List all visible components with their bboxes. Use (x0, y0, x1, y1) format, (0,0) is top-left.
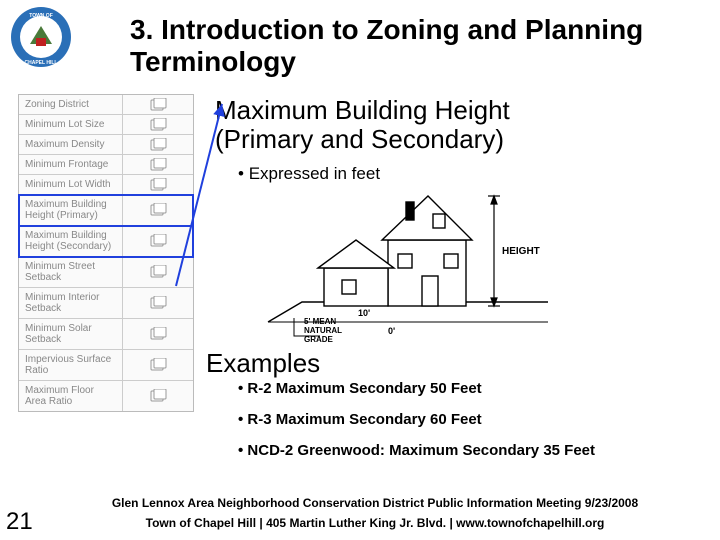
building-height-diagram: HEIGHT 10' 5' MEAN NATURAL GRADE 0' (258, 184, 558, 344)
footer-line1: Glen Lennox Area Neighborhood Conservati… (40, 496, 710, 510)
subtitle-line2: (Primary and Secondary) (215, 124, 504, 154)
page-icon (123, 319, 193, 349)
table-row: Minimum Street Setback (19, 257, 193, 288)
row-label: Minimum Frontage (19, 155, 123, 174)
example-item: NCD-2 Greenwood: Maximum Secondary 35 Fe… (238, 442, 595, 459)
page-icon (123, 95, 193, 114)
row-label: Zoning District (19, 95, 123, 114)
example-item: R-2 Maximum Secondary 50 Feet (238, 380, 595, 397)
page-icon (123, 115, 193, 134)
bullet-expressed: Expressed in feet (238, 164, 380, 184)
table-row: Maximum Floor Area Ratio (19, 381, 193, 411)
svg-text:0': 0' (388, 326, 395, 336)
example-item: R-3 Maximum Secondary 60 Feet (238, 411, 595, 428)
row-label: Minimum Solar Setback (19, 319, 123, 349)
table-row: Zoning District (19, 95, 193, 115)
page-icon (123, 155, 193, 174)
table-row: Maximum Building Height (Primary) (19, 195, 193, 226)
table-row: Minimum Lot Size (19, 115, 193, 135)
row-label: Minimum Street Setback (19, 257, 123, 287)
page-icon (123, 226, 193, 256)
row-label: Maximum Floor Area Ratio (19, 381, 123, 411)
row-label: Minimum Lot Width (19, 175, 123, 194)
svg-text:10': 10' (358, 308, 370, 318)
row-label: Maximum Density (19, 135, 123, 154)
page-icon (123, 350, 193, 380)
town-seal-logo: TOWN OF CHAPEL HILL (10, 6, 72, 68)
table-row: Minimum Frontage (19, 155, 193, 175)
examples-list: R-2 Maximum Secondary 50 Feet R-3 Maximu… (238, 380, 595, 473)
svg-text:HEIGHT: HEIGHT (502, 246, 540, 257)
page-icon (123, 257, 193, 287)
examples-heading: Examples (206, 348, 320, 379)
page-icon (123, 195, 193, 225)
row-label: Maximum Building Height (Secondary) (19, 226, 123, 256)
table-row: Minimum Solar Setback (19, 319, 193, 350)
row-label: Minimum Lot Size (19, 115, 123, 134)
footer-line2: Town of Chapel Hill | 405 Martin Luther … (40, 516, 710, 530)
row-label: Maximum Building Height (Primary) (19, 195, 123, 225)
svg-text:NATURAL: NATURAL (304, 326, 342, 335)
row-label: Minimum Interior Setback (19, 288, 123, 318)
svg-text:TOWN OF: TOWN OF (29, 13, 53, 19)
subtitle-line1: Maximum Building Height (215, 95, 510, 125)
page-icon (123, 175, 193, 194)
page-icon (123, 381, 193, 411)
table-row: Minimum Lot Width (19, 175, 193, 195)
table-row: Maximum Density (19, 135, 193, 155)
dimensional-standards-table: Zoning DistrictMinimum Lot SizeMaximum D… (18, 94, 194, 412)
table-row: Minimum Interior Setback (19, 288, 193, 319)
page-number: 21 (6, 508, 33, 536)
row-label: Impervious Surface Ratio (19, 350, 123, 380)
table-row: Maximum Building Height (Secondary) (19, 226, 193, 257)
svg-text:5' MEAN: 5' MEAN (304, 317, 336, 326)
page-icon (123, 288, 193, 318)
slide-title: 3. Introduction to Zoning and Planning T… (130, 14, 690, 78)
svg-text:CHAPEL HILL: CHAPEL HILL (25, 60, 58, 66)
slide-subtitle: Maximum Building Height (Primary and Sec… (215, 96, 510, 153)
table-row: Impervious Surface Ratio (19, 350, 193, 381)
page-icon (123, 135, 193, 154)
